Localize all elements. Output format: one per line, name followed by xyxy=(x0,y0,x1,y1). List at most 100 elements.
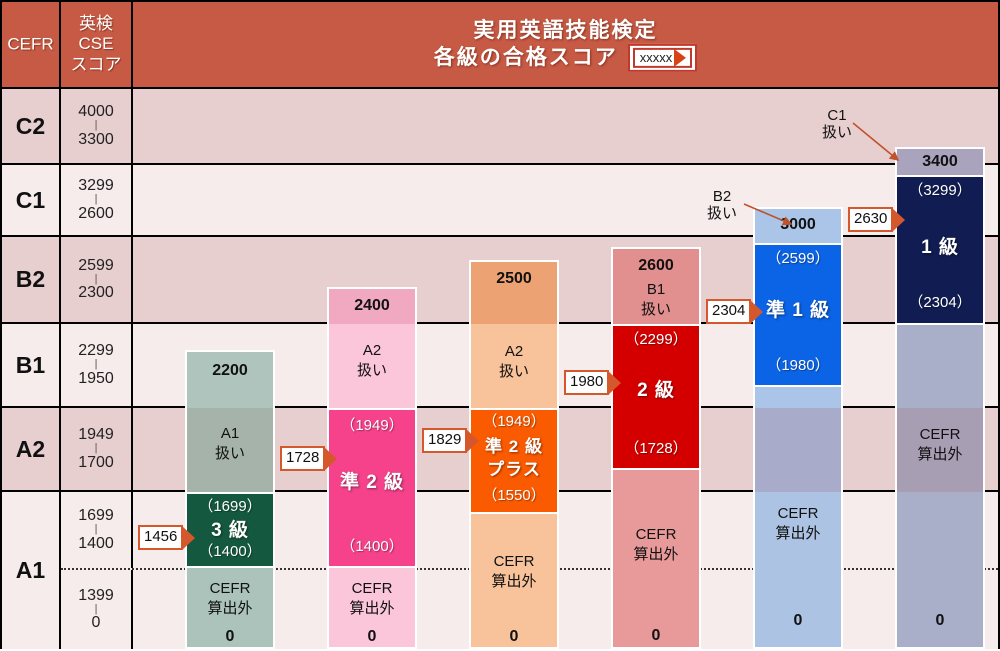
bar-2kyu-outrange: CEFR 算出外 0 xyxy=(611,470,701,649)
b2-callout: B2 扱い xyxy=(692,188,752,223)
cefr-label: A2 xyxy=(15,435,46,462)
bar-jun1kyu-outrange-line2: 算出外 xyxy=(775,525,821,542)
bar-jun2kyu-plus-core-upper: （1949） xyxy=(482,413,546,430)
bar-jun1kyu-outrange-line1: CEFR xyxy=(777,505,819,522)
bar-3kyu-treat-line1: A1 xyxy=(220,425,240,442)
page-subtitle: 各級の合格スコア xyxy=(433,45,618,69)
bar-jun2kyu-plus[interactable]: 2500 A2 扱い （1949） 準 2 級 プラス （1550） CEFR … xyxy=(469,260,559,649)
header-cse-line-1: 英検 xyxy=(79,13,113,33)
marker-jun2kyu[interactable]: 1728 xyxy=(280,446,338,471)
bar-jun1kyu-grade-name: 準 1 級 xyxy=(765,300,831,321)
arrow-right-icon xyxy=(466,428,480,453)
bar-jun2kyu-plus-outrange-line2: 算出外 xyxy=(491,573,537,590)
header-cse-line-3: スコア xyxy=(70,54,122,74)
bar-jun2kyu-core: （1949） 準 2 級 （1400） xyxy=(327,408,417,568)
bar-3kyu-outrange-line1: CEFR xyxy=(209,580,251,597)
bar-jun1kyu-zero: 0 xyxy=(793,612,803,629)
cefr-cell-c1: C1 xyxy=(2,165,61,237)
marker-2kyu-score: 1980 xyxy=(564,370,610,395)
bar-jun1kyu-core-upper: （2599） xyxy=(766,250,830,267)
bar-3kyu[interactable]: 2200 A1 扱い （1699） 3 級 （1400） CEFR 算出外 0 xyxy=(185,350,275,649)
marker-3kyu[interactable]: 1456 xyxy=(138,525,196,550)
c1-callout: C1 扱い xyxy=(802,107,872,142)
cse-range: 2299 | 1950 xyxy=(78,342,114,387)
bar-jun1kyu-core-lower: （1980） xyxy=(766,357,830,374)
bar-2kyu-outrange-line1: CEFR xyxy=(635,526,677,543)
bar-3kyu-grade-name: 3 級 xyxy=(211,520,249,541)
cse-range: 1699 | 1400 xyxy=(78,507,114,552)
bar-jun2kyu-plus-core: （1949） 準 2 級 プラス （1550） xyxy=(469,408,559,514)
b2-callout-line1: B2 xyxy=(712,188,732,205)
arrow-right-icon xyxy=(750,299,764,324)
bar-jun2kyu-treat: A2 扱い xyxy=(327,324,417,408)
score-marker-icon: xxxxx xyxy=(632,47,693,68)
arrow-right-icon xyxy=(674,48,687,67)
marker-1kyu[interactable]: 2630 xyxy=(848,207,906,232)
cse-range: 1399 | 0 xyxy=(78,586,114,632)
bar-3kyu-outrange-line2: 算出外 xyxy=(207,600,253,617)
marker-jun1kyu[interactable]: 2304 xyxy=(706,299,764,324)
header-title-cell: 実用英語技能検定 各級の合格スコア xxxxx xyxy=(133,2,998,89)
arrow-right-icon xyxy=(182,525,196,550)
range-dash: | xyxy=(94,193,98,206)
bar-jun2kyu-plus-grade-name-line1: 準 2 級 xyxy=(485,437,543,456)
header-cse-cell: 英検 CSE スコア xyxy=(61,2,133,89)
bar-jun2kyu-plus-core-lower: （1550） xyxy=(482,487,546,504)
bar-1kyu-grade-name: 1 級 xyxy=(921,237,959,258)
bar-jun1kyu[interactable]: 3000 （2599） 準 1 級 （1980） CEFR 算出外 0 xyxy=(753,207,843,649)
legend-badge-label: xxxxx xyxy=(639,50,673,66)
header-cse-line-2: CSE xyxy=(78,34,114,54)
marker-jun1kyu-score: 2304 xyxy=(706,299,752,324)
cefr-cell-c2: C2 xyxy=(2,89,61,165)
bar-jun2kyu-plus-outrange-line1: CEFR xyxy=(493,553,535,570)
bar-1kyu[interactable]: 3400 （3299） 1 級 （2304） CEFR 算出外 0 xyxy=(895,147,985,649)
bar-2kyu[interactable]: 2600 B1 扱い （2299） 2 級 （1728） CEFR 算出外 0 xyxy=(611,247,701,649)
bar-1kyu-gap xyxy=(895,325,985,408)
cse-range: 1949 | 1700 xyxy=(78,426,114,471)
range-dash: | xyxy=(94,442,98,455)
arrow-right-icon xyxy=(324,446,338,471)
bar-2kyu-core-lower: （1728） xyxy=(624,440,688,457)
bar-1kyu-core-upper: （3299） xyxy=(908,182,972,199)
bar-2kyu-cap: 2600 B1 扱い xyxy=(611,247,701,324)
bar-jun2kyu-plus-outrange: CEFR 算出外 0 xyxy=(469,514,559,649)
bar-jun1kyu-outrange: CEFR 算出外 0 xyxy=(753,492,843,649)
cefr-cell-a2: A2 xyxy=(2,408,61,492)
bar-jun2kyu-outrange-line1: CEFR xyxy=(351,580,393,597)
bar-1kyu-max-score: 3400 xyxy=(922,153,958,170)
bar-jun2kyu[interactable]: 2400 A2 扱い （1949） 準 2 級 （1400） CEFR 算出外 … xyxy=(327,287,417,649)
marker-2kyu[interactable]: 1980 xyxy=(564,370,622,395)
header-cse-label: 英検 CSE スコア xyxy=(61,13,131,75)
bar-jun2kyu-plus-max-score: 2500 xyxy=(496,270,532,287)
bar-jun2kyu-zero: 0 xyxy=(367,628,377,645)
marker-jun2kyu-plus[interactable]: 1829 xyxy=(422,428,480,453)
bar-1kyu-zero: 0 xyxy=(935,612,945,629)
bar-2kyu-core: （2299） 2 級 （1728） xyxy=(611,324,701,470)
cse-range: 2599 | 2300 xyxy=(78,256,114,302)
bar-jun2kyu-treat-line2: 扱い xyxy=(356,362,387,379)
range-dash: | xyxy=(94,358,98,371)
cefr-label: B2 xyxy=(15,266,46,292)
range-dash: | xyxy=(94,272,98,285)
bar-jun1kyu-cap: 3000 xyxy=(753,207,843,243)
cefr-label: A1 xyxy=(15,557,46,583)
bar-jun2kyu-outrange: CEFR 算出外 0 xyxy=(327,568,417,649)
cse-cell-a1-lower: 1399 | 0 xyxy=(61,570,133,649)
cefr-label: B1 xyxy=(15,351,46,378)
bar-jun2kyu-plus-cap: 2500 xyxy=(469,260,559,324)
cse-range: 4000 | 3300 xyxy=(78,103,114,148)
bar-2kyu-grade-name: 2 級 xyxy=(637,380,675,401)
range-dash: | xyxy=(94,602,98,615)
marker-1kyu-score: 2630 xyxy=(848,207,894,232)
bar-2kyu-max-score: 2600 xyxy=(638,257,674,274)
bar-1kyu-outrange-upper: CEFR 算出外 xyxy=(895,408,985,492)
bar-2kyu-core-upper: （2299） xyxy=(624,331,688,348)
bar-3kyu-core-lower: （1400） xyxy=(198,543,262,560)
bar-3kyu-core-upper: （1699） xyxy=(198,498,262,515)
bar-3kyu-outrange: CEFR 算出外 0 xyxy=(185,568,275,649)
bar-1kyu-outrange-line2: 算出外 xyxy=(917,446,963,463)
cse-range: 3299 | 2600 xyxy=(78,177,114,222)
bar-3kyu-zero: 0 xyxy=(225,628,235,645)
arrow-right-icon xyxy=(892,207,906,232)
legend-badge: xxxxx xyxy=(627,43,698,72)
